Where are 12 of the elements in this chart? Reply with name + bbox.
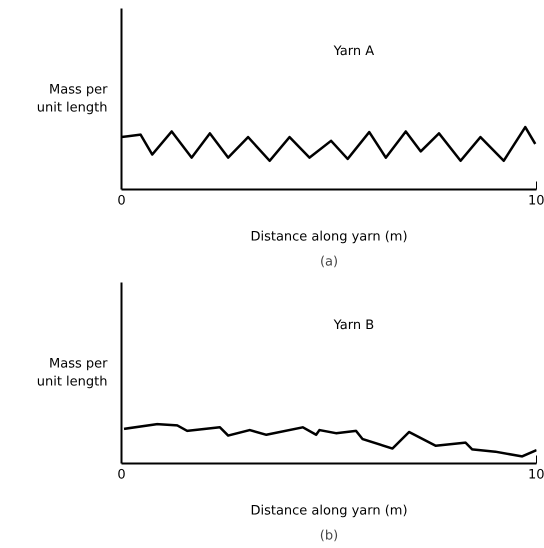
x-tick-label: 10	[528, 194, 544, 208]
x-tick-label: 0	[117, 194, 126, 208]
text: Yarn A	[332, 44, 374, 60]
y-axis-title: Mass per unit length	[36, 82, 108, 116]
text: (a)	[320, 254, 338, 270]
text: (b)	[320, 528, 338, 544]
x-axis-title: Distance along yarn (m)	[250, 504, 408, 518]
x-axis-title: Distance along yarn (m)	[250, 230, 408, 244]
text: Yarn B	[332, 318, 374, 334]
x-tick-label: 0	[117, 468, 126, 482]
y-axis-title: Mass per unit length	[36, 356, 108, 390]
x-tick-label: 10	[528, 468, 544, 482]
